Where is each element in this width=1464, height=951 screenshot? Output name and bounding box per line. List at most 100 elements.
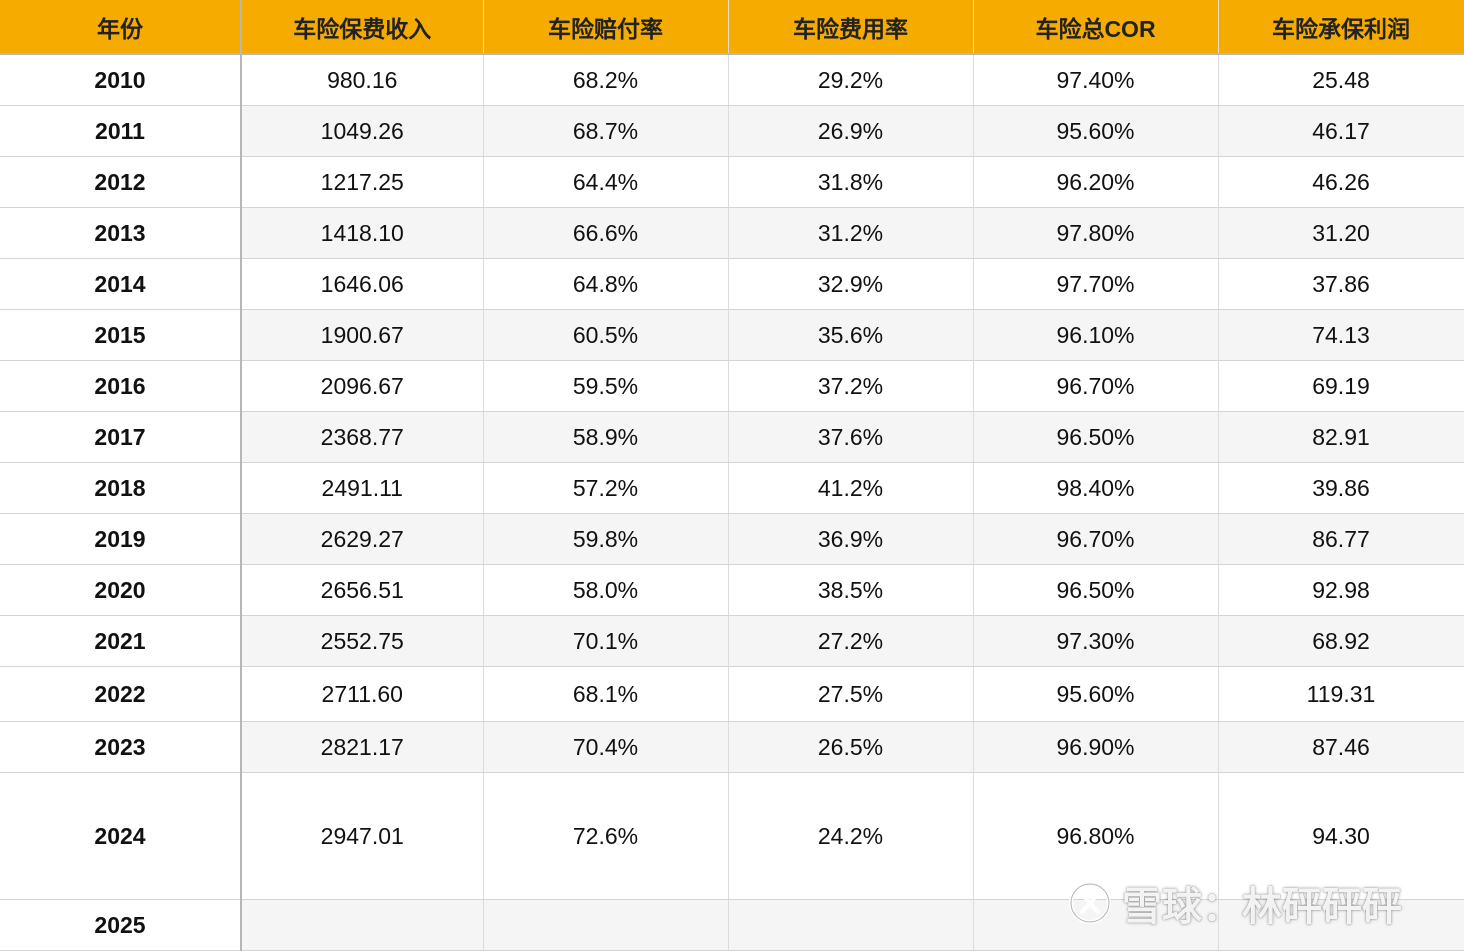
combined-ratio-cell[interactable]: 97.30% xyxy=(973,615,1219,667)
expense-ratio-cell[interactable] xyxy=(728,899,974,951)
expense-ratio-cell[interactable]: 36.9% xyxy=(728,513,974,565)
underwriting-profit-cell[interactable]: 74.13 xyxy=(1218,309,1464,361)
expense-ratio-cell[interactable]: 35.6% xyxy=(728,309,974,361)
year-cell[interactable]: 2010 xyxy=(0,54,242,106)
expense-ratio-cell[interactable]: 37.6% xyxy=(728,411,974,463)
expense-ratio-cell[interactable]: 29.2% xyxy=(728,54,974,106)
year-cell[interactable]: 2025 xyxy=(0,899,242,951)
year-cell[interactable]: 2016 xyxy=(0,360,242,412)
underwriting-profit-cell[interactable]: 39.86 xyxy=(1218,462,1464,514)
combined-ratio-cell[interactable]: 96.90% xyxy=(973,721,1219,773)
combined-ratio-cell[interactable]: 97.40% xyxy=(973,54,1219,106)
combined-ratio-cell[interactable]: 96.70% xyxy=(973,360,1219,412)
combined-ratio-cell[interactable]: 96.10% xyxy=(973,309,1219,361)
combined-ratio-cell[interactable]: 98.40% xyxy=(973,462,1219,514)
combined-ratio-cell[interactable]: 97.80% xyxy=(973,207,1219,259)
loss-ratio-cell[interactable]: 70.4% xyxy=(483,721,729,773)
expense-ratio-cell[interactable]: 27.2% xyxy=(728,615,974,667)
underwriting-profit-cell[interactable]: 86.77 xyxy=(1218,513,1464,565)
combined-ratio-cell[interactable]: 96.50% xyxy=(973,411,1219,463)
premium-income-cell[interactable]: 2629.27 xyxy=(241,513,484,565)
premium-income-cell[interactable]: 2711.60 xyxy=(241,666,484,722)
premium-income-cell[interactable]: 1900.67 xyxy=(241,309,484,361)
year-cell[interactable]: 2014 xyxy=(0,258,242,310)
premium-income-cell[interactable]: 1217.25 xyxy=(241,156,484,208)
header-expense-ratio[interactable]: 车险费用率 xyxy=(728,0,974,55)
underwriting-profit-cell[interactable]: 87.46 xyxy=(1218,721,1464,773)
combined-ratio-cell[interactable]: 95.60% xyxy=(973,105,1219,157)
expense-ratio-cell[interactable]: 32.9% xyxy=(728,258,974,310)
year-cell[interactable]: 2018 xyxy=(0,462,242,514)
year-cell[interactable]: 2019 xyxy=(0,513,242,565)
loss-ratio-cell[interactable]: 66.6% xyxy=(483,207,729,259)
loss-ratio-cell[interactable] xyxy=(483,899,729,951)
expense-ratio-cell[interactable]: 38.5% xyxy=(728,564,974,616)
premium-income-cell[interactable] xyxy=(241,899,484,951)
loss-ratio-cell[interactable]: 68.2% xyxy=(483,54,729,106)
combined-ratio-cell[interactable]: 95.60% xyxy=(973,666,1219,722)
year-cell[interactable]: 2015 xyxy=(0,309,242,361)
premium-income-cell[interactable]: 2947.01 xyxy=(241,772,484,900)
loss-ratio-cell[interactable]: 70.1% xyxy=(483,615,729,667)
expense-ratio-cell[interactable]: 41.2% xyxy=(728,462,974,514)
combined-ratio-cell[interactable]: 96.20% xyxy=(973,156,1219,208)
underwriting-profit-cell[interactable]: 68.92 xyxy=(1218,615,1464,667)
year-cell[interactable]: 2022 xyxy=(0,666,242,722)
premium-income-cell[interactable]: 2821.17 xyxy=(241,721,484,773)
underwriting-profit-cell[interactable]: 46.26 xyxy=(1218,156,1464,208)
expense-ratio-cell[interactable]: 31.2% xyxy=(728,207,974,259)
premium-income-cell[interactable]: 1646.06 xyxy=(241,258,484,310)
premium-income-cell[interactable]: 2096.67 xyxy=(241,360,484,412)
underwriting-profit-cell[interactable]: 94.30 xyxy=(1218,772,1464,900)
year-cell[interactable]: 2011 xyxy=(0,105,242,157)
year-cell[interactable]: 2021 xyxy=(0,615,242,667)
loss-ratio-cell[interactable]: 59.5% xyxy=(483,360,729,412)
underwriting-profit-cell[interactable]: 119.31 xyxy=(1218,666,1464,722)
year-cell[interactable]: 2020 xyxy=(0,564,242,616)
combined-ratio-cell[interactable]: 96.50% xyxy=(973,564,1219,616)
loss-ratio-cell[interactable]: 58.9% xyxy=(483,411,729,463)
underwriting-profit-cell[interactable]: 25.48 xyxy=(1218,54,1464,106)
loss-ratio-cell[interactable]: 59.8% xyxy=(483,513,729,565)
expense-ratio-cell[interactable]: 26.5% xyxy=(728,721,974,773)
loss-ratio-cell[interactable]: 57.2% xyxy=(483,462,729,514)
year-cell[interactable]: 2024 xyxy=(0,772,242,900)
premium-income-cell[interactable]: 2491.11 xyxy=(241,462,484,514)
underwriting-profit-cell[interactable]: 37.86 xyxy=(1218,258,1464,310)
loss-ratio-cell[interactable]: 68.7% xyxy=(483,105,729,157)
header-combined-ratio[interactable]: 车险总COR xyxy=(973,0,1219,55)
year-cell[interactable]: 2013 xyxy=(0,207,242,259)
expense-ratio-cell[interactable]: 26.9% xyxy=(728,105,974,157)
expense-ratio-cell[interactable]: 37.2% xyxy=(728,360,974,412)
expense-ratio-cell[interactable]: 27.5% xyxy=(728,666,974,722)
underwriting-profit-cell[interactable] xyxy=(1218,899,1464,951)
premium-income-cell[interactable]: 980.16 xyxy=(241,54,484,106)
premium-income-cell[interactable]: 1418.10 xyxy=(241,207,484,259)
year-cell[interactable]: 2023 xyxy=(0,721,242,773)
loss-ratio-cell[interactable]: 60.5% xyxy=(483,309,729,361)
loss-ratio-cell[interactable]: 72.6% xyxy=(483,772,729,900)
premium-income-cell[interactable]: 2552.75 xyxy=(241,615,484,667)
expense-ratio-cell[interactable]: 24.2% xyxy=(728,772,974,900)
loss-ratio-cell[interactable]: 64.4% xyxy=(483,156,729,208)
combined-ratio-cell[interactable]: 97.70% xyxy=(973,258,1219,310)
combined-ratio-cell[interactable]: 96.70% xyxy=(973,513,1219,565)
underwriting-profit-cell[interactable]: 46.17 xyxy=(1218,105,1464,157)
premium-income-cell[interactable]: 2656.51 xyxy=(241,564,484,616)
header-underwriting-profit[interactable]: 车险承保利润 xyxy=(1218,0,1464,55)
loss-ratio-cell[interactable]: 64.8% xyxy=(483,258,729,310)
header-premium-income[interactable]: 车险保费收入 xyxy=(241,0,484,55)
underwriting-profit-cell[interactable]: 31.20 xyxy=(1218,207,1464,259)
expense-ratio-cell[interactable]: 31.8% xyxy=(728,156,974,208)
underwriting-profit-cell[interactable]: 92.98 xyxy=(1218,564,1464,616)
underwriting-profit-cell[interactable]: 69.19 xyxy=(1218,360,1464,412)
header-year[interactable]: 年份 xyxy=(0,0,242,55)
year-cell[interactable]: 2012 xyxy=(0,156,242,208)
underwriting-profit-cell[interactable]: 82.91 xyxy=(1218,411,1464,463)
header-loss-ratio[interactable]: 车险赔付率 xyxy=(483,0,729,55)
loss-ratio-cell[interactable]: 68.1% xyxy=(483,666,729,722)
loss-ratio-cell[interactable]: 58.0% xyxy=(483,564,729,616)
year-cell[interactable]: 2017 xyxy=(0,411,242,463)
premium-income-cell[interactable]: 2368.77 xyxy=(241,411,484,463)
premium-income-cell[interactable]: 1049.26 xyxy=(241,105,484,157)
